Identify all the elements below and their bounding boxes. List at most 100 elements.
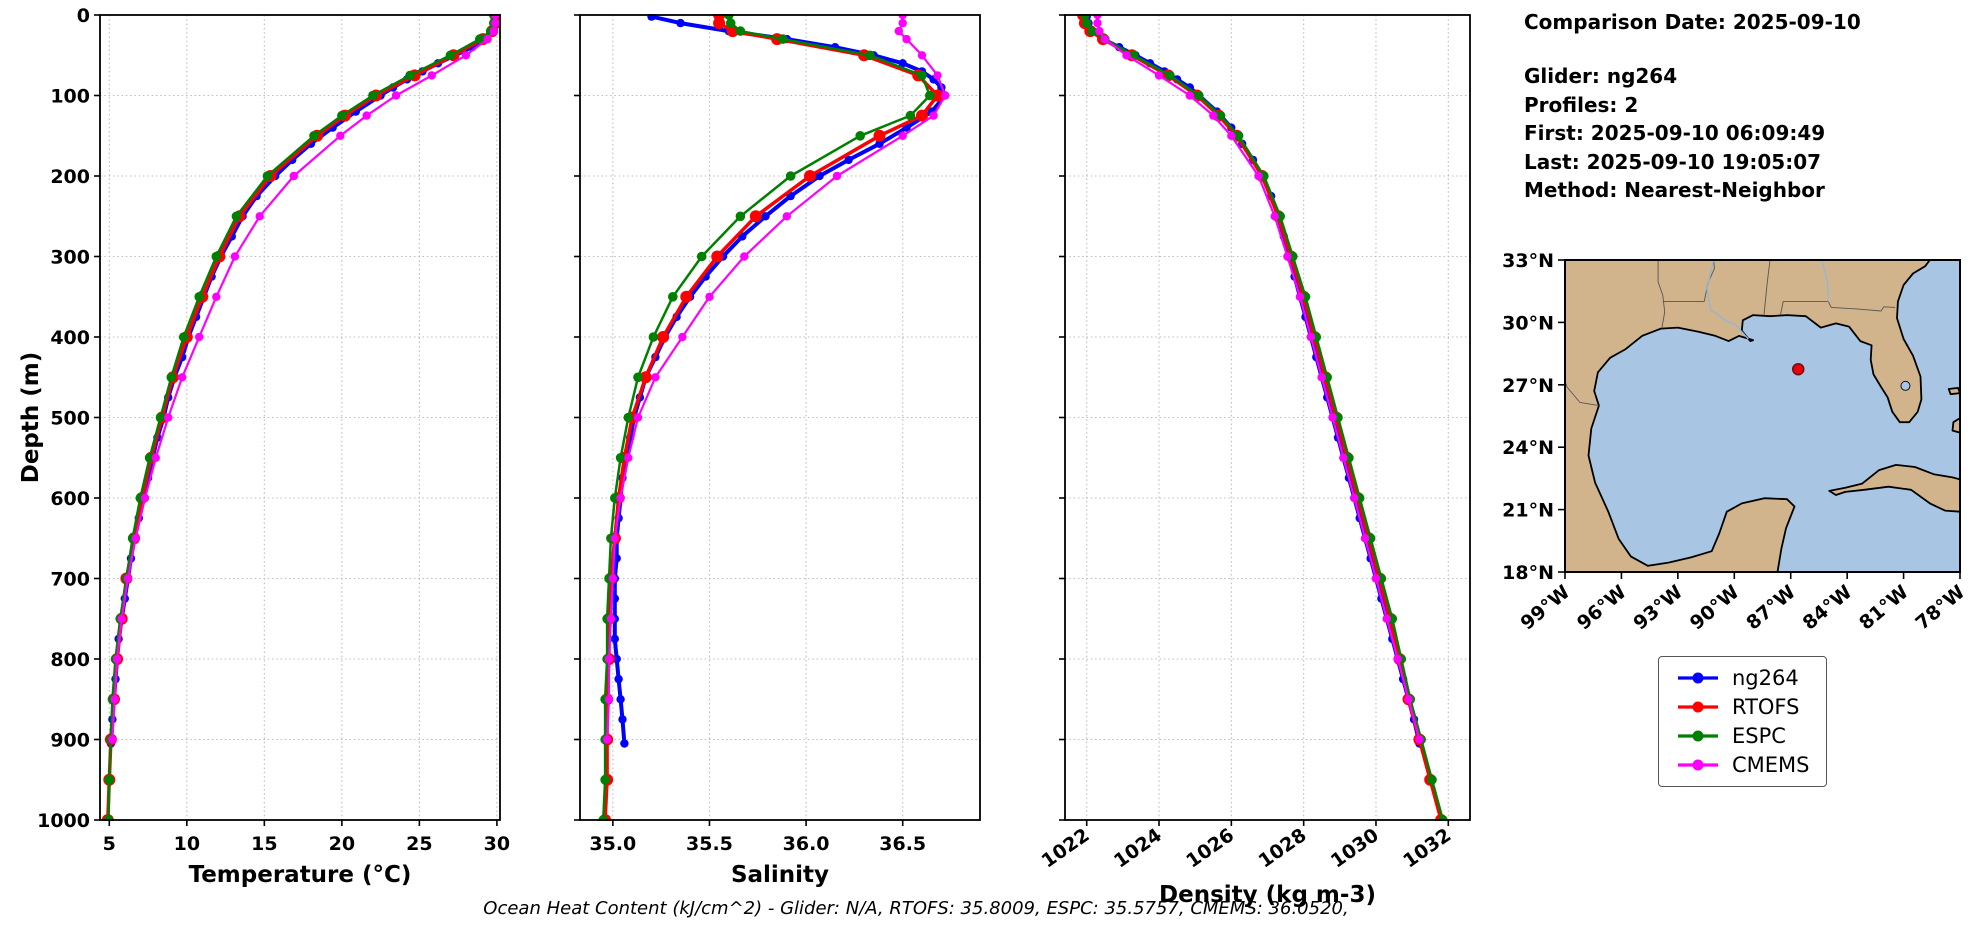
comparison-date-text: Comparison Date: 2025-09-10: [1524, 10, 1861, 34]
legend-label: ESPC: [1732, 724, 1786, 748]
svg-text:27°N: 27°N: [1502, 375, 1554, 397]
legend-item-ESPC: ESPC: [1675, 724, 1810, 748]
svg-text:600: 600: [50, 488, 90, 510]
svg-text:87°W: 87°W: [1742, 581, 1800, 634]
info-panel-spacer: [1524, 36, 1861, 62]
legend-item-CMEMS: CMEMS: [1675, 753, 1810, 777]
glider-position-marker: [1791, 362, 1805, 376]
svg-text:300: 300: [50, 247, 90, 269]
map-lon-axis: 99°W96°W93°W90°W87°W84°W81°W78°W: [1516, 572, 1969, 634]
x-axis-title: Density (kg m-3): [1159, 882, 1376, 908]
map-lat-axis: 33°N 30°N 27°N 24°N 21°N 18°N: [1502, 252, 1565, 584]
series-ESPC-line: [1083, 14, 1445, 821]
series-ESPC-line: [601, 14, 932, 821]
series-CMEMS-markers: [602, 14, 950, 744]
river-line: [1706, 260, 1749, 340]
series-ng264-line: [612, 14, 948, 744]
y-axis: [1059, 14, 1065, 821]
series-ng264-line: [1084, 16, 1422, 744]
x-axis-title: Temperature (°C): [189, 862, 412, 888]
svg-text:36.0: 36.0: [783, 833, 830, 855]
glider-name-text: Glider: ng264: [1524, 64, 1678, 89]
svg-text:93°W: 93°W: [1629, 581, 1687, 634]
svg-text:1024: 1024: [1110, 824, 1166, 872]
svg-text:18°N: 18°N: [1502, 562, 1554, 584]
svg-text:30°N: 30°N: [1502, 312, 1554, 334]
svg-text:33°N: 33°N: [1502, 252, 1554, 272]
legend-label: RTOFS: [1732, 695, 1800, 719]
series-RTOFS-markers: [1077, 14, 1448, 821]
grid: [100, 14, 500, 821]
state-border-line: [1703, 260, 1715, 302]
legend: ng264 RTOFS ESPC CMEMS: [1658, 656, 1827, 787]
series-RTOFS-line: [1081, 14, 1443, 821]
svg-text:24°N: 24°N: [1502, 437, 1554, 459]
series-ng264-markers: [1082, 14, 1424, 748]
series-ESPC-line: [107, 15, 496, 821]
salinity-profile-chart: 35.0 35.5 36.0 36.5 Salinity: [574, 14, 981, 888]
series-CMEMS-markers: [108, 14, 500, 744]
svg-text:800: 800: [50, 649, 90, 671]
svg-text:20: 20: [329, 833, 355, 855]
state-border-line: [1763, 260, 1771, 316]
svg-text:36.5: 36.5: [879, 833, 926, 855]
series-CMEMS-line: [111, 15, 497, 740]
svg-text:5: 5: [103, 833, 116, 855]
legend-label: ng264: [1732, 666, 1799, 690]
info-panel: Comparison Date: 2025-09-10 Glider: ng26…: [1524, 8, 1861, 204]
svg-text:900: 900: [50, 730, 90, 752]
map-land: [1947, 386, 1960, 396]
river-line: [1821, 260, 1829, 302]
svg-text:78°W: 78°W: [1911, 581, 1969, 634]
series-group: [598, 14, 950, 821]
grid: [580, 14, 980, 821]
series-CMEMS-markers: [1093, 14, 1424, 744]
legend-item-ng264: ng264: [1675, 666, 1810, 690]
depth-axis-label: Depth (m): [20, 352, 44, 484]
svg-text:21°N: 21°N: [1502, 500, 1554, 522]
svg-text:1022: 1022: [1038, 824, 1094, 872]
legend-line-marker-glyph: [1678, 672, 1718, 684]
series-ESPC-markers: [103, 14, 499, 821]
map-land: [1565, 260, 1931, 572]
lake-okeechobee: [1900, 380, 1911, 391]
y-axis: [574, 14, 580, 821]
last-profile-time-text: Last: 2025-09-10 19:05:07: [1524, 149, 1822, 174]
svg-text:1030: 1030: [1327, 824, 1383, 872]
svg-text:1028: 1028: [1255, 824, 1311, 872]
legend-line-marker-glyph: [1678, 759, 1718, 771]
svg-text:99°W: 99°W: [1516, 581, 1574, 634]
y-axis: 0 100 200 300 400 500 600 700 800 900 1000 Depth (m…: [20, 5, 100, 832]
svg-text:84°W: 84°W: [1799, 581, 1857, 634]
series-ng264-markers: [610, 14, 950, 748]
legend-line-marker-glyph: [1678, 701, 1718, 713]
state-border-line: [1779, 301, 1829, 316]
gulf-of-mexico-map: 33°N 30°N 27°N 24°N 21°N 18°N99°W96°W93°W90°W…: [1502, 252, 1969, 634]
svg-text:100: 100: [50, 86, 90, 108]
svg-text:1032: 1032: [1399, 824, 1455, 872]
method-text: Method: Nearest-Neighbor: [1524, 177, 1825, 202]
series-group: [1077, 14, 1448, 821]
legend-label: CMEMS: [1732, 753, 1810, 777]
state-border-line: [1827, 301, 1896, 312]
svg-text:90°W: 90°W: [1686, 581, 1744, 634]
svg-text:15: 15: [251, 833, 277, 855]
svg-text:96°W: 96°W: [1573, 581, 1631, 634]
ocean-heat-content-caption: Ocean Heat Content (kJ/cm^2) - Glider: N…: [483, 898, 1349, 919]
legend-line-marker-glyph: [1678, 730, 1718, 742]
x-axis-title: Salinity: [731, 862, 829, 888]
series-RTOFS-line: [603, 15, 940, 821]
x-axis: 35.0 35.5 36.0 36.5 Salinity: [589, 820, 926, 888]
svg-text:0: 0: [77, 5, 90, 27]
x-axis: 5 10 15 20 25 30 Temperature (°C): [103, 820, 510, 888]
svg-text:1026: 1026: [1182, 824, 1238, 872]
svg-text:700: 700: [50, 569, 90, 591]
map-land: [1951, 417, 1960, 434]
svg-text:500: 500: [50, 408, 90, 430]
series-group: [101, 14, 501, 821]
legend-item-RTOFS: RTOFS: [1675, 695, 1810, 719]
series-ng264-markers: [106, 14, 500, 748]
profiles-count-text: Profiles: 2: [1524, 92, 1639, 117]
svg-text:35.0: 35.0: [589, 833, 636, 855]
